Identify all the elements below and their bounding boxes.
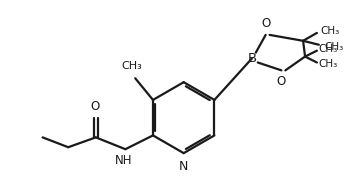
Text: CH₃: CH₃ [325,42,344,52]
Text: O: O [277,75,286,88]
Text: CH₃: CH₃ [121,61,142,71]
Text: B: B [247,52,257,65]
Text: CH₃: CH₃ [319,44,338,54]
Text: CH₃: CH₃ [321,26,340,36]
Text: N: N [179,160,188,173]
Text: O: O [261,17,270,30]
Text: CH₃: CH₃ [319,59,338,70]
Text: O: O [90,100,99,113]
Text: NH: NH [115,154,132,167]
